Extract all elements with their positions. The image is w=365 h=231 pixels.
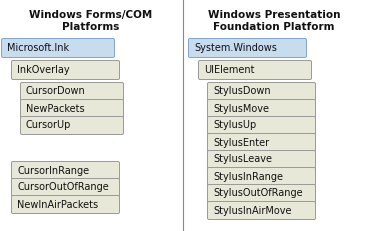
FancyBboxPatch shape — [207, 100, 315, 118]
Text: UIElement: UIElement — [204, 65, 254, 75]
FancyBboxPatch shape — [1, 39, 115, 58]
Text: Windows Forms/COM
Platforms: Windows Forms/COM Platforms — [29, 10, 153, 32]
Text: InkOverlay: InkOverlay — [17, 65, 70, 75]
FancyBboxPatch shape — [12, 61, 119, 79]
FancyBboxPatch shape — [207, 82, 315, 100]
Text: Windows Presentation
Foundation Platform: Windows Presentation Foundation Platform — [208, 10, 340, 32]
Text: StylusInRange: StylusInRange — [213, 171, 283, 182]
FancyBboxPatch shape — [20, 82, 123, 100]
Text: CursorOutOfRange: CursorOutOfRange — [17, 182, 109, 192]
FancyBboxPatch shape — [207, 201, 315, 219]
FancyBboxPatch shape — [12, 195, 119, 213]
Text: StylusInAirMove: StylusInAirMove — [213, 206, 292, 216]
FancyBboxPatch shape — [207, 134, 315, 152]
FancyBboxPatch shape — [207, 151, 315, 168]
Text: StylusEnter: StylusEnter — [213, 137, 269, 148]
Text: StylusOutOfRange: StylusOutOfRange — [213, 188, 303, 198]
Text: Microsoft.Ink: Microsoft.Ink — [7, 43, 69, 53]
Text: CursorDown: CursorDown — [26, 86, 86, 97]
Text: CursorInRange: CursorInRange — [17, 165, 89, 176]
FancyBboxPatch shape — [12, 179, 119, 197]
FancyBboxPatch shape — [207, 167, 315, 185]
Text: System.Windows: System.Windows — [194, 43, 277, 53]
FancyBboxPatch shape — [12, 161, 119, 179]
Text: StylusMove: StylusMove — [213, 103, 269, 113]
Text: StylusLeave: StylusLeave — [213, 155, 272, 164]
FancyBboxPatch shape — [20, 116, 123, 134]
Text: StylusUp: StylusUp — [213, 121, 256, 131]
Text: NewInAirPackets: NewInAirPackets — [17, 200, 98, 210]
Text: CursorUp: CursorUp — [26, 121, 72, 131]
Text: StylusDown: StylusDown — [213, 86, 270, 97]
FancyBboxPatch shape — [199, 61, 311, 79]
Text: NewPackets: NewPackets — [26, 103, 85, 113]
FancyBboxPatch shape — [207, 185, 315, 203]
FancyBboxPatch shape — [188, 39, 307, 58]
FancyBboxPatch shape — [207, 116, 315, 134]
FancyBboxPatch shape — [20, 100, 123, 118]
